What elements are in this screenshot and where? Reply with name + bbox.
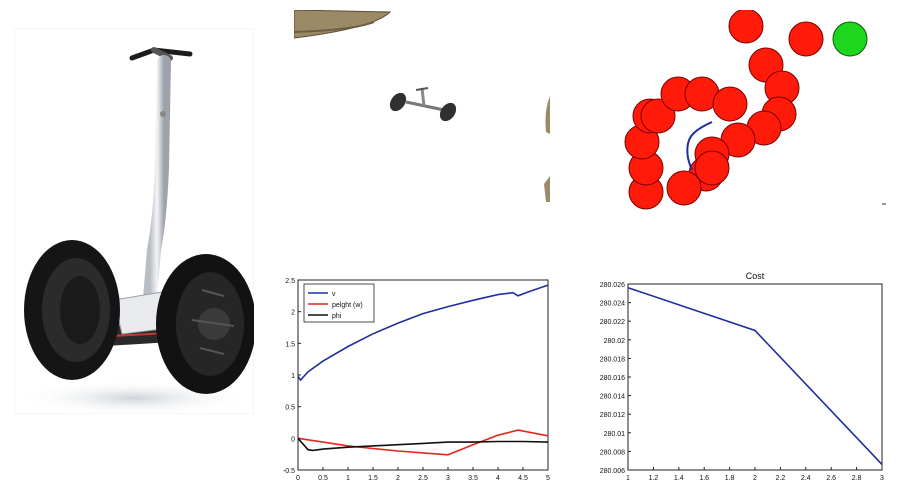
legend-label: phi <box>332 313 342 320</box>
y-tick-label: 280.01 <box>604 431 626 438</box>
y-tick-label: 280.006 <box>600 468 625 475</box>
obstacle-circle <box>640 98 676 134</box>
obstacle-circle <box>666 170 702 206</box>
x-tick-label: 5 <box>546 475 550 482</box>
x-tick-label: 1 <box>346 475 350 482</box>
segway-3d-render <box>293 9 550 206</box>
y-tick-label: 280.026 <box>600 282 625 289</box>
legend-label: pelght (w) <box>332 302 363 309</box>
segway-photo-drawing <box>13 27 256 416</box>
x-tick-label: 2.2 <box>776 475 786 482</box>
trajectory-line <box>686 121 713 171</box>
obstacle-circle <box>712 86 748 122</box>
y-tick-label: 280.016 <box>600 375 625 382</box>
obstacle-field-plot <box>594 8 894 210</box>
obstacle-circle <box>788 21 824 57</box>
x-tick-label: 1.5 <box>368 475 378 482</box>
plot-frame <box>627 283 883 471</box>
obstacle-group <box>624 8 824 210</box>
y-tick-label: 280.012 <box>600 412 625 419</box>
x-tick-label: 0 <box>296 475 300 482</box>
x-tick-label: 0.5 <box>318 475 328 482</box>
y-tick-label: 280.024 <box>600 301 625 308</box>
x-tick-label: 2 <box>753 475 757 482</box>
y-tick-label: 280.008 <box>600 449 625 456</box>
series-line-0 <box>627 286 883 465</box>
series-line-2 <box>297 437 549 452</box>
x-tick-label: 1.6 <box>699 475 709 482</box>
state-chart-svg: 0 0.5 1 1.5 2 2.5 3 3.5 4 4.5 5-0.500.511.522.5vpe… <box>283 278 550 482</box>
x-tick-label: 4.5 <box>518 475 528 482</box>
y-tick-label: 2.5 <box>285 278 295 285</box>
x-tick-label: 1.2 <box>649 475 659 482</box>
chart-title: Cost <box>746 271 765 281</box>
x-tick-label: 1.8 <box>725 475 735 482</box>
segway-3d-drawing <box>293 9 550 202</box>
y-tick-label: 280.014 <box>600 394 625 401</box>
x-tick-label: 1 <box>626 475 630 482</box>
cost-chart-svg: Cost 1 1.2 1.4 1.6 1.8 2 2.2 2.4 2.6 2.8 3 280.026 28… <box>600 271 884 482</box>
series-line-0 <box>297 284 549 382</box>
y-tick-label: 2 <box>291 310 295 317</box>
x-tick-label: 2.5 <box>418 475 428 482</box>
goal-marker <box>832 21 868 57</box>
x-tick-label: 4 <box>496 475 500 482</box>
y-tick-label: -0.5 <box>283 468 295 475</box>
y-tick-label: 280.02 <box>604 338 626 345</box>
y-tick-label: 0.5 <box>285 405 295 412</box>
segway-photo <box>13 27 256 416</box>
y-tick-label: 280.022 <box>600 319 625 326</box>
x-tick-label: 3 <box>446 475 450 482</box>
x-tick-label: 2.8 <box>852 475 862 482</box>
cost-chart: Cost 1 1.2 1.4 1.6 1.8 2 2.2 2.4 2.6 2.8 3 280.026 28… <box>584 262 894 492</box>
state-chart: 0 0.5 1 1.5 2 2.5 3 3.5 4 4.5 5 -0.5 0 0.5 1 1.5 2 2.5 v pe… <box>278 270 560 490</box>
y-tick-label: 1.5 <box>285 341 295 348</box>
x-tick-label: 3 <box>880 475 884 482</box>
legend-label: v <box>332 291 336 298</box>
x-tick-label: 3.5 <box>468 475 478 482</box>
obstacle-circle <box>728 8 764 44</box>
obstacle-field-drawing <box>624 8 886 210</box>
x-tick-label: 2 <box>396 475 400 482</box>
obstacle-circle <box>694 150 730 186</box>
x-tick-label: 2.6 <box>826 475 836 482</box>
x-tick-label: 1.4 <box>674 475 684 482</box>
y-tick-label: 0 <box>291 436 295 443</box>
x-tick-label: 2.4 <box>801 475 811 482</box>
y-tick-label: 1 <box>291 373 295 380</box>
y-tick-label: 280.018 <box>600 356 625 363</box>
series-line-1 <box>297 429 549 456</box>
